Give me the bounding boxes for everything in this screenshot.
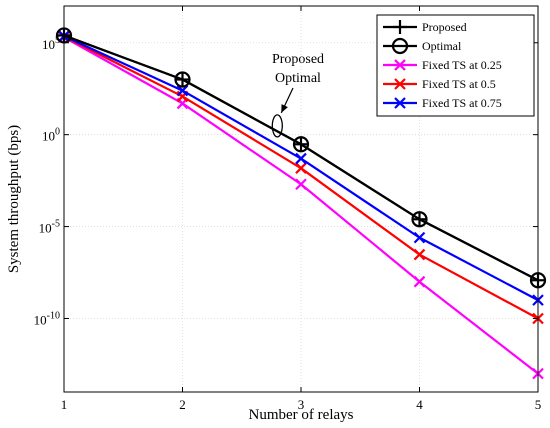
x-marker [413, 248, 426, 261]
x-tick-label: 4 [416, 397, 423, 412]
legend-item: Proposed [383, 20, 467, 34]
legend-item: Optimal [383, 37, 462, 55]
x-marker [413, 275, 426, 288]
annotation-text: Optimal [275, 71, 321, 86]
plus-marker [393, 20, 407, 34]
legend-item: Fixed TS at 0.75 [383, 96, 502, 110]
x-tick-label: 2 [179, 397, 186, 412]
x-marker-b [394, 97, 406, 109]
x-marker-b [413, 231, 426, 244]
y-axis-label: System throughput (bps) [6, 125, 22, 273]
legend-label: Fixed TS at 0.5 [422, 77, 496, 91]
legend-label: Fixed TS at 0.75 [422, 96, 502, 110]
x-marker-b [394, 78, 406, 90]
x-marker [394, 59, 406, 71]
x-marker-b [413, 248, 426, 261]
x-marker-b [413, 275, 426, 288]
circle-marker [411, 211, 428, 228]
x-marker [394, 97, 406, 109]
annotation-ellipse [271, 114, 283, 138]
y-tick-label: 100 [42, 127, 60, 144]
annotation: Proposed Optimal [271, 52, 324, 138]
y-tick-label: 105 [42, 35, 60, 52]
y-tick-label: 10-10 [34, 310, 60, 327]
x-marker [295, 178, 307, 191]
x-tick-label: 5 [535, 397, 542, 412]
series-line [63, 34, 539, 282]
annotation-text: Proposed [272, 52, 324, 67]
x-tick-label: 3 [298, 397, 305, 412]
x-marker [176, 84, 189, 97]
x-marker-b [295, 162, 307, 174]
x-marker [295, 152, 307, 165]
axis-ticks: 1 2 3 4 5 105 100 10-5 10-10 [34, 6, 542, 412]
y-tick-label: 10-5 [39, 219, 60, 236]
x-marker-b [394, 59, 406, 71]
circle-marker [292, 136, 310, 153]
legend-label: Fixed TS at 0.25 [422, 58, 502, 72]
x-marker-b [176, 84, 189, 97]
annotation-arrow-head [281, 104, 288, 113]
x-axis-label: Number of relays [249, 407, 354, 423]
x-marker [394, 78, 406, 90]
legend: Proposed Optimal Fixed TS at 0.25 Fixed TS … [376, 14, 535, 117]
legend-item: Fixed TS at 0.5 [383, 77, 496, 91]
circle-marker [174, 71, 191, 88]
legend-item: Fixed TS at 0.25 [383, 58, 502, 72]
x-marker-b [295, 152, 307, 165]
circle-marker [391, 37, 409, 55]
x-marker [413, 231, 426, 244]
x-marker-b [295, 178, 307, 191]
x-marker [295, 162, 307, 174]
legend-label: Proposed [422, 20, 467, 34]
legend-label: Optimal [422, 39, 462, 53]
x-tick-label: 1 [61, 397, 68, 412]
